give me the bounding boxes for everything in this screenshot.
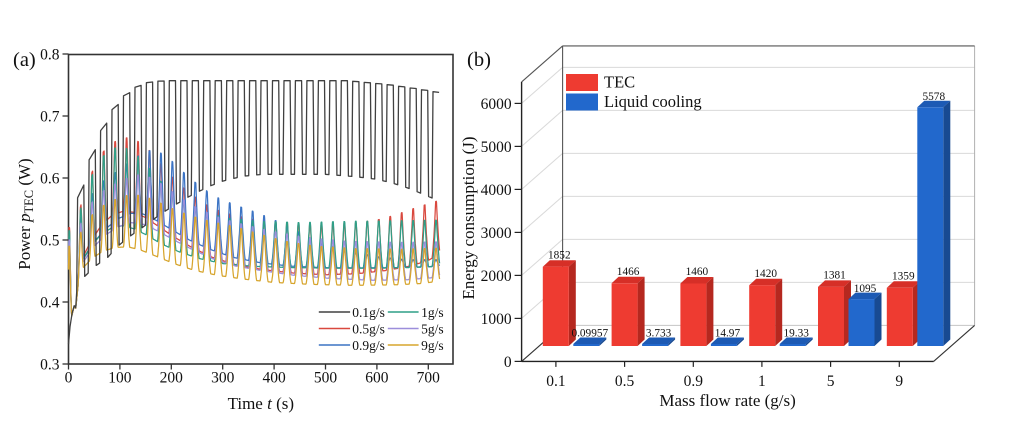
svg-text:1852: 1852 (548, 249, 571, 261)
svg-text:0.6: 0.6 (40, 171, 60, 188)
svg-text:3000: 3000 (481, 225, 512, 242)
svg-text:0.5: 0.5 (615, 373, 635, 390)
svg-text:400: 400 (262, 370, 286, 387)
svg-text:200: 200 (160, 370, 184, 387)
svg-text:0.9: 0.9 (684, 373, 704, 390)
svg-text:2000: 2000 (481, 268, 512, 285)
svg-text:9g/s: 9g/s (421, 338, 444, 353)
svg-text:Mass flow rate (g/s): Mass flow rate (g/s) (659, 391, 795, 410)
svg-text:9: 9 (895, 373, 903, 390)
svg-text:Liquid cooling: Liquid cooling (604, 92, 702, 111)
svg-text:0: 0 (65, 370, 73, 387)
svg-text:1g/s: 1g/s (421, 305, 444, 320)
svg-text:4000: 4000 (481, 182, 512, 199)
svg-text:TEC: TEC (604, 73, 635, 92)
svg-text:3.733: 3.733 (646, 328, 672, 340)
svg-text:1466: 1466 (617, 266, 640, 278)
svg-text:300: 300 (211, 370, 235, 387)
svg-text:0.9g/s: 0.9g/s (352, 338, 385, 353)
svg-text:500: 500 (314, 370, 338, 387)
svg-text:0.5: 0.5 (40, 233, 60, 250)
svg-text:5000: 5000 (481, 139, 512, 156)
svg-text:5g/s: 5g/s (421, 322, 444, 337)
svg-text:0.5g/s: 0.5g/s (352, 322, 385, 337)
svg-text:0.7: 0.7 (40, 109, 60, 126)
svg-text:(a): (a) (13, 49, 36, 71)
svg-text:0: 0 (504, 354, 512, 371)
svg-text:1095: 1095 (854, 283, 877, 295)
svg-text:1: 1 (758, 373, 766, 390)
svg-text:0.3: 0.3 (40, 357, 60, 374)
svg-text:1359: 1359 (892, 271, 915, 283)
svg-text:0.1g/s: 0.1g/s (352, 305, 385, 320)
svg-text:5578: 5578 (923, 91, 946, 103)
svg-text:0.1: 0.1 (546, 373, 565, 390)
svg-text:Time t (s): Time t (s) (228, 394, 294, 413)
svg-text:0.8: 0.8 (40, 47, 60, 64)
svg-text:0.4: 0.4 (40, 295, 60, 312)
svg-text:(b): (b) (467, 49, 491, 71)
svg-text:700: 700 (417, 370, 441, 387)
svg-text:1000: 1000 (481, 311, 512, 328)
svg-text:6000: 6000 (481, 96, 512, 113)
svg-text:19.33: 19.33 (783, 328, 809, 340)
svg-text:600: 600 (365, 370, 389, 387)
svg-text:14.97: 14.97 (715, 328, 741, 340)
svg-text:Power pTEC (W): Power pTEC (W) (15, 158, 36, 269)
svg-text:1420: 1420 (754, 268, 777, 280)
svg-text:0.09957: 0.09957 (571, 328, 608, 340)
svg-text:5: 5 (827, 373, 835, 390)
svg-text:Energy consumption (J): Energy consumption (J) (459, 136, 478, 299)
svg-text:1381: 1381 (823, 270, 846, 282)
svg-text:100: 100 (108, 370, 132, 387)
svg-text:1460: 1460 (686, 266, 709, 278)
